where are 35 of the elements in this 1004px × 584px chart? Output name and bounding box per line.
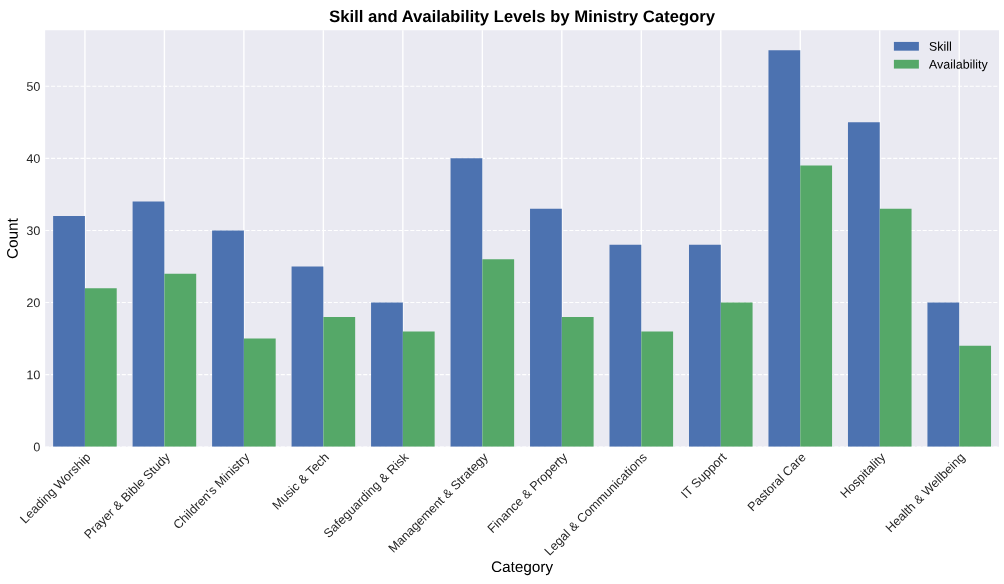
bar bbox=[530, 208, 562, 447]
bar bbox=[291, 266, 324, 447]
y-axis-title: Count bbox=[7, 218, 18, 259]
bar bbox=[720, 302, 753, 447]
bar bbox=[688, 244, 721, 447]
bar bbox=[243, 338, 276, 447]
bar bbox=[927, 302, 960, 447]
x-axis-title: Category bbox=[491, 561, 554, 576]
bar bbox=[212, 230, 244, 447]
bar bbox=[132, 201, 165, 447]
bar bbox=[609, 244, 642, 447]
y-tick-label: 10 bbox=[27, 370, 40, 380]
y-tick-label: 40 bbox=[26, 154, 40, 163]
chart-title: Skill and Availability Levels by Ministry Category bbox=[329, 9, 715, 26]
legend-label: Availability bbox=[928, 59, 988, 72]
bar bbox=[641, 331, 674, 447]
y-tick-label: 30 bbox=[26, 226, 40, 236]
bar bbox=[84, 288, 117, 447]
bar bbox=[959, 345, 992, 447]
bar bbox=[323, 316, 356, 447]
y-tick-label: 20 bbox=[27, 298, 40, 308]
bar bbox=[164, 273, 197, 447]
bar bbox=[53, 216, 85, 447]
bar bbox=[561, 316, 594, 447]
bar bbox=[879, 208, 912, 447]
bar bbox=[450, 158, 483, 447]
bar bbox=[800, 165, 833, 447]
legend-label: Skill bbox=[929, 41, 951, 51]
bar bbox=[482, 259, 515, 447]
y-tick-label: 50 bbox=[26, 82, 40, 91]
bar bbox=[847, 122, 880, 447]
bar bbox=[371, 302, 403, 447]
bar bbox=[402, 331, 435, 447]
bar bbox=[768, 50, 801, 447]
y-tick-label: 0 bbox=[33, 442, 40, 452]
